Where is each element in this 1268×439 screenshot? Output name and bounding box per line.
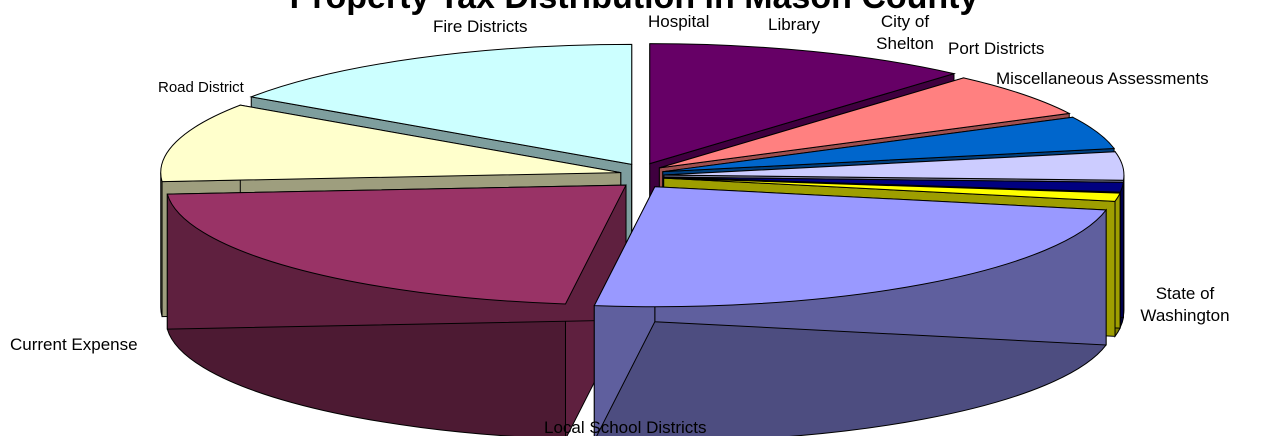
label-state-of-washington: State of Washington xyxy=(1115,283,1255,327)
label-library: Library xyxy=(768,14,820,36)
label-current-expense: Current Expense xyxy=(10,334,138,356)
label-city-line1: City of xyxy=(870,11,940,33)
pie-tops xyxy=(161,44,1124,307)
label-state-line1: State of xyxy=(1115,283,1255,305)
label-port-districts: Port Districts xyxy=(948,38,1044,60)
label-hospital: Hospital xyxy=(648,11,709,33)
label-road-district: Road District xyxy=(158,77,244,99)
label-miscellaneous-assessments: Miscellaneous Assessments xyxy=(996,68,1209,90)
label-city-line2: Shelton xyxy=(870,33,940,55)
label-state-line2: Washington xyxy=(1115,305,1255,327)
label-fire-districts: Fire Districts xyxy=(433,16,527,38)
label-city-of-shelton: City of Shelton xyxy=(870,11,940,55)
